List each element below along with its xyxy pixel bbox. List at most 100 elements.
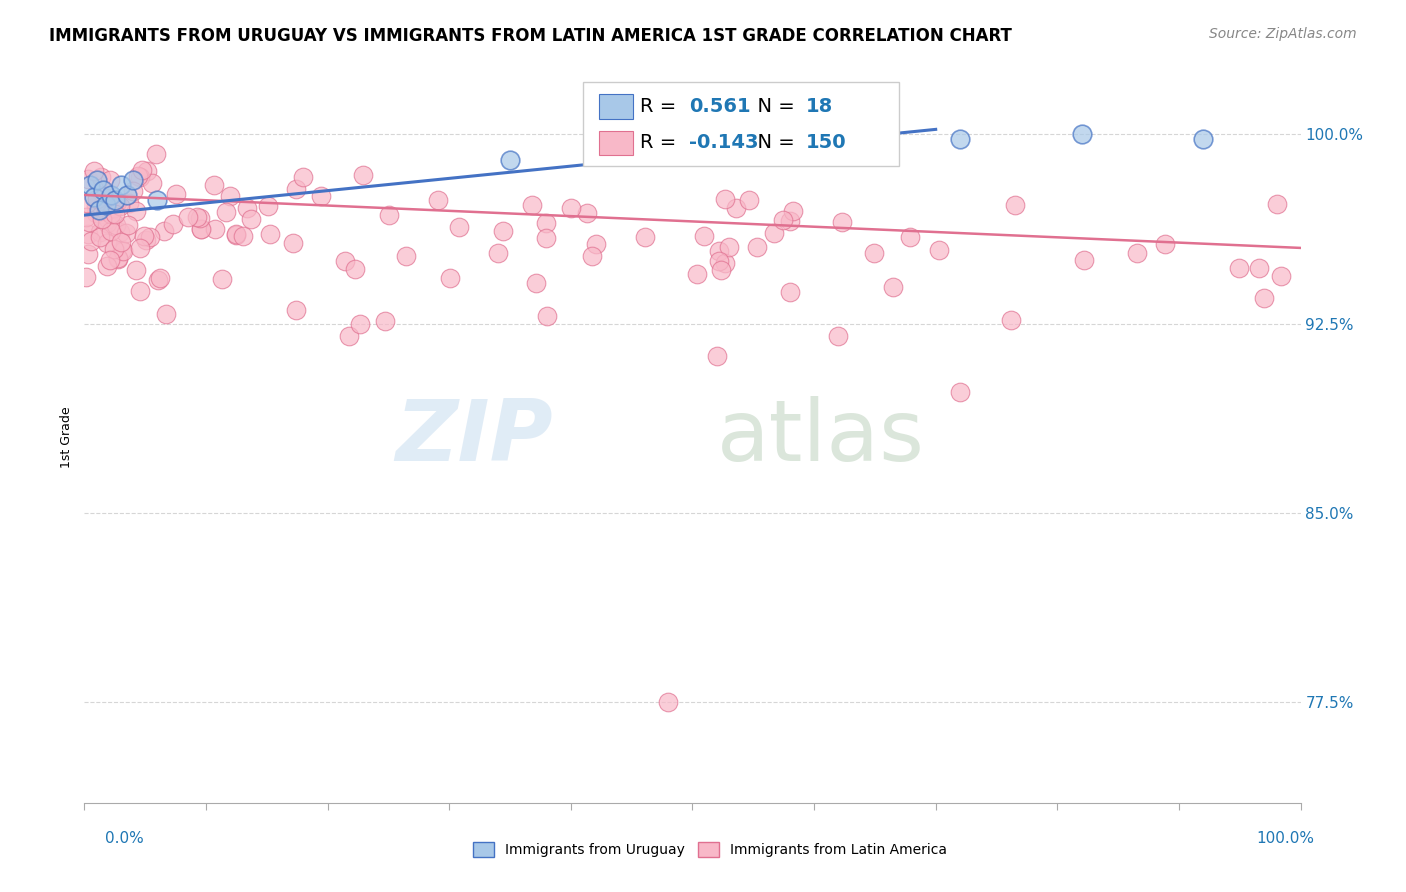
Point (219, 188, 242, 202)
Point (374, 313, 396, 327)
Point (1000, 313, 1022, 327)
Point (146, 273, 169, 287)
Point (534, 231, 557, 245)
FancyBboxPatch shape (583, 82, 900, 167)
Point (146, 193, 169, 207)
Point (928, 243, 950, 257)
Point (236, 201, 259, 215)
Point (585, 237, 607, 252)
Point (257, 199, 280, 213)
Point (135, 233, 157, 247)
Point (1270, 268, 1292, 283)
Point (122, 184, 145, 198)
Point (101, 219, 124, 233)
Point (96, 260, 118, 274)
Point (107, 252, 129, 266)
Point (1247, 260, 1270, 275)
Point (103, 201, 125, 215)
Point (112, 244, 135, 258)
Point (524, 276, 547, 290)
Point (285, 182, 308, 196)
Point (77, 215, 100, 229)
Point (343, 262, 366, 277)
Point (707, 254, 730, 268)
Text: Source: ZipAtlas.com: Source: ZipAtlas.com (1209, 27, 1357, 41)
Point (311, 189, 333, 203)
Point (745, 240, 768, 254)
Point (560, 201, 582, 215)
Point (240, 211, 263, 226)
Point (91, 189, 114, 203)
Point (84, 199, 107, 213)
Point (1253, 291, 1275, 305)
Point (80, 234, 103, 248)
Point (693, 228, 716, 243)
Text: 0.0%: 0.0% (105, 831, 145, 846)
Point (96, 198, 118, 212)
Point (122, 173, 145, 187)
Point (725, 201, 748, 215)
Point (100, 224, 122, 238)
Point (96, 216, 118, 230)
Point (657, 695, 679, 709)
Text: R =: R = (640, 97, 683, 116)
Point (714, 255, 737, 269)
Text: R =: R = (640, 133, 683, 153)
Point (232, 229, 254, 244)
Point (738, 193, 761, 207)
Point (105, 195, 128, 210)
Point (76, 172, 98, 186)
Point (779, 213, 801, 227)
Point (291, 169, 314, 184)
Point (86, 192, 108, 206)
Text: N =: N = (745, 97, 801, 116)
Point (128, 170, 150, 185)
Point (352, 168, 374, 182)
Point (89, 230, 111, 244)
Point (1070, 128, 1092, 142)
Point (1265, 196, 1288, 211)
Point (349, 317, 371, 331)
Point (202, 178, 225, 192)
Point (188, 211, 211, 225)
Point (686, 268, 709, 282)
Point (76, 196, 98, 211)
Point (104, 195, 127, 210)
Point (104, 193, 127, 207)
Point (657, 147, 679, 161)
Point (87, 203, 110, 218)
Point (486, 245, 509, 260)
Point (125, 263, 148, 277)
Point (96, 236, 118, 251)
Point (100, 253, 122, 268)
Point (281, 236, 304, 251)
Point (225, 227, 247, 241)
Point (1229, 260, 1251, 275)
Point (114, 226, 136, 240)
Point (439, 271, 461, 285)
Point (831, 215, 853, 229)
Point (139, 229, 162, 244)
Y-axis label: 1st Grade: 1st Grade (60, 406, 73, 468)
Point (862, 245, 884, 260)
Point (763, 226, 786, 240)
Point (949, 384, 972, 399)
Point (110, 178, 132, 192)
Point (77, 227, 100, 241)
Point (633, 230, 655, 244)
Point (214, 204, 236, 219)
Point (97, 212, 120, 227)
Point (104, 218, 127, 232)
Point (103, 194, 125, 208)
Point (690, 136, 713, 150)
Point (134, 228, 156, 243)
Text: 18: 18 (806, 97, 832, 116)
Point (575, 206, 598, 220)
Point (86, 173, 108, 187)
Point (135, 164, 157, 178)
Point (118, 195, 141, 210)
Legend: Immigrants from Uruguay, Immigrants from Latin America: Immigrants from Uruguay, Immigrants from… (467, 837, 953, 863)
Point (90, 170, 112, 185)
Point (141, 177, 163, 191)
Point (779, 285, 801, 300)
